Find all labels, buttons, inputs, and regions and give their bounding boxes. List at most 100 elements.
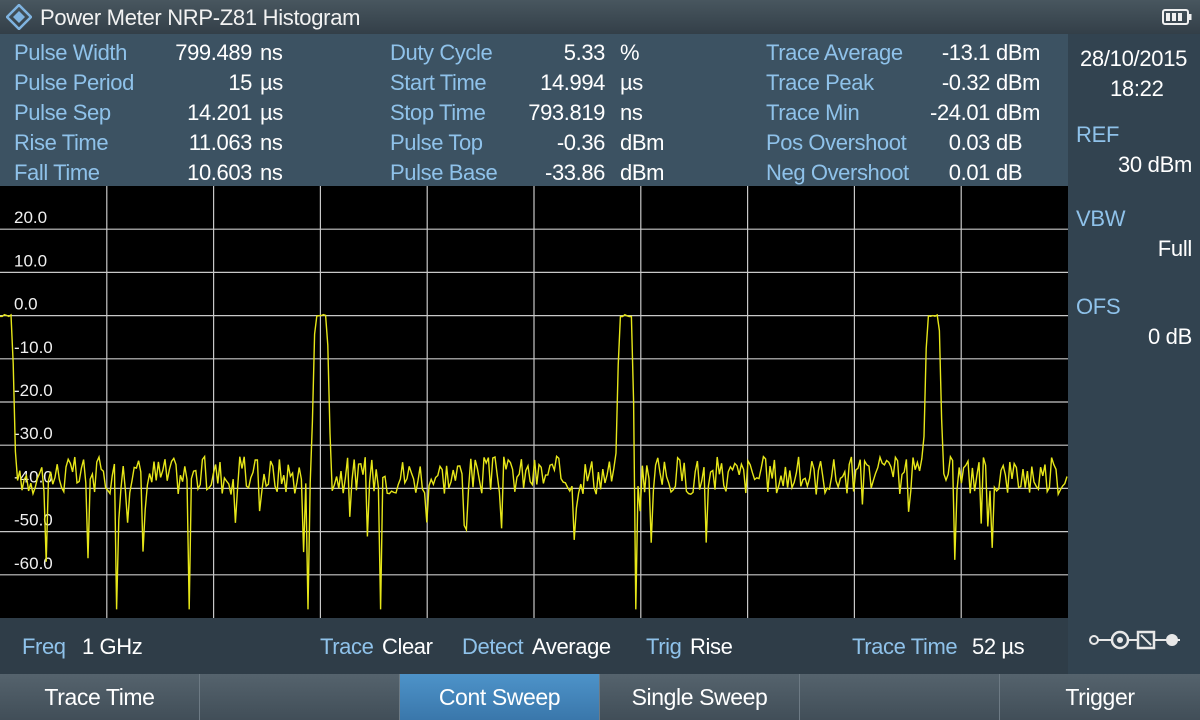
measurement-label: Trace Min: [766, 100, 860, 125]
softkey-bar: Trace Time Cont Sweep Single Sweep Trigg…: [0, 674, 1200, 720]
measurement-value: -0.36: [556, 130, 606, 155]
y-tick-label: -50.0: [14, 511, 53, 530]
status-bar: Freq 1 GHz Trace Clear Detect Average Tr…: [0, 618, 1068, 674]
measurement-unit: µs: [620, 70, 643, 95]
y-tick-label: -30.0: [14, 424, 53, 443]
trace-label: Trace: [320, 634, 374, 659]
measurement-label: Stop Time: [390, 100, 486, 125]
measurement-value: 0.01: [948, 160, 991, 185]
rohde-schwarz-logo-icon: [6, 4, 32, 30]
ofs-value: 0 dB: [1147, 324, 1192, 349]
measurement-unit: ns: [620, 100, 643, 125]
window-title: Power Meter NRP-Z81 Histogram: [40, 5, 361, 30]
measurement-panel: Pulse Width 799.489 ns Pulse Period 15 µ…: [0, 34, 1068, 186]
measurement-unit: ns: [260, 130, 283, 155]
measurement-pulse-period: Pulse Period 15 µs: [14, 67, 374, 97]
measurement-pulse-width: Pulse Width 799.489 ns: [14, 37, 374, 67]
softkey-cont-sweep[interactable]: Cont Sweep: [400, 674, 600, 720]
measurement-label: Rise Time: [14, 130, 109, 155]
measurement-neg-overshoot: Neg Overshoot 0.01 dB: [766, 157, 1066, 187]
measurement-unit: µs: [260, 70, 283, 95]
softkey-trace-time[interactable]: Trace Time: [0, 674, 200, 720]
y-tick-label: -10.0: [14, 338, 53, 357]
y-tick-label: 10.0: [14, 251, 47, 270]
measurement-label: Neg Overshoot: [766, 160, 909, 185]
y-tick-label: 20.0: [14, 208, 47, 227]
softkey-trigger[interactable]: Trigger: [1000, 674, 1200, 720]
detect-label: Detect: [462, 634, 524, 659]
measurement-unit: dB: [996, 130, 1023, 155]
measurement-value: 793.819: [528, 100, 605, 125]
measurement-pulse-base: Pulse Base -33.86 dBm: [390, 157, 750, 187]
measurement-unit: ns: [260, 160, 283, 185]
measurement-value: -24.01: [930, 100, 990, 125]
measurement-duty-cycle: Duty Cycle 5.33 %: [390, 37, 750, 67]
softkey-single-sweep[interactable]: Single Sweep: [600, 674, 800, 720]
measurement-value: 14.994: [540, 70, 605, 95]
measurement-trace-min: Trace Min -24.01 dBm: [766, 97, 1066, 127]
freq-label: Freq: [22, 634, 66, 659]
measurement-label: Pulse Sep: [14, 100, 111, 125]
y-axis-labels: 20.010.00.0-10.0-20.0-30.0-40.0-50.0-60.…: [14, 208, 53, 573]
date-readout: 28/10/2015: [1080, 46, 1188, 71]
measurement-label: Start Time: [390, 70, 487, 95]
measurement-unit: dBm: [620, 130, 665, 155]
grid: [0, 186, 1068, 618]
power-trace-line: [0, 313, 1068, 610]
measurement-value: 11.063: [188, 130, 253, 155]
measurement-start-time: Start Time 14.994 µs: [390, 67, 750, 97]
softkey-blank-2[interactable]: [800, 674, 1000, 720]
measurement-value: 10.603: [187, 160, 252, 185]
measurement-label: Trace Peak: [766, 70, 874, 95]
measurement-label: Pulse Top: [390, 130, 483, 155]
measurement-unit: µs: [260, 100, 283, 125]
measurement-unit: ns: [260, 40, 283, 65]
measurement-unit: dB: [996, 160, 1023, 185]
trace-time-value: 52 µs: [972, 634, 1025, 659]
time-readout: 18:22: [1110, 76, 1164, 101]
measurement-pulse-top: Pulse Top -0.36 dBm: [390, 127, 750, 157]
y-tick-label: -60.0: [14, 554, 53, 573]
measurement-label: Duty Cycle: [390, 40, 493, 65]
measurement-value: -33.86: [545, 160, 605, 185]
measurement-unit: dBm: [996, 70, 1041, 95]
trig-label: Trig: [646, 634, 682, 659]
measurement-label: Trace Average: [766, 40, 903, 65]
measurement-value: 14.201: [187, 100, 252, 125]
ref-label: REF: [1076, 122, 1120, 147]
measurement-trace-average: Trace Average -13.1 dBm: [766, 37, 1066, 67]
title-bar: Power Meter NRP-Z81 Histogram: [0, 0, 1200, 34]
vbw-label: VBW: [1076, 206, 1126, 231]
trig-value: Rise: [690, 634, 733, 659]
measurement-value: 15: [228, 70, 252, 95]
y-tick-label: -20.0: [14, 381, 53, 400]
measurement-stop-time: Stop Time 793.819 ns: [390, 97, 750, 127]
ref-value: 30 dBm: [1117, 152, 1192, 177]
softkey-blank-1[interactable]: [200, 674, 400, 720]
measurement-value: -13.1: [941, 40, 991, 65]
trace-plot-canvas: 20.010.00.0-10.0-20.0-30.0-40.0-50.0-60.…: [0, 186, 1068, 618]
freq-value: 1 GHz: [82, 634, 143, 659]
measurement-unit: dBm: [996, 40, 1041, 65]
measurement-label: Pos Overshoot: [766, 130, 907, 155]
measurement-value: 5.33: [563, 40, 606, 65]
measurement-unit: dBm: [996, 100, 1041, 125]
vbw-value: Full: [1157, 236, 1193, 261]
measurement-value: 799.489: [175, 40, 252, 65]
trace-time-label: Trace Time: [852, 634, 958, 659]
measurement-unit: dBm: [620, 160, 665, 185]
trace-value: Clear: [382, 634, 433, 659]
measurement-label: Pulse Width: [14, 40, 127, 65]
measurement-trace-peak: Trace Peak -0.32 dBm: [766, 67, 1066, 97]
y-tick-label: 0.0: [14, 295, 38, 314]
detect-value: Average: [532, 634, 611, 659]
side-panel: 28/10/2015 18:22 REF 30 dBm VBW Full OFS…: [1068, 34, 1200, 674]
measurement-rise-time: Rise Time 11.063 ns: [14, 127, 374, 157]
measurement-value: -0.32: [941, 70, 991, 95]
measurement-pulse-sep: Pulse Sep 14.201 µs: [14, 97, 374, 127]
measurement-fall-time: Fall Time 10.603 ns: [14, 157, 374, 187]
measurement-label: Fall Time: [14, 160, 100, 185]
measurement-pos-overshoot: Pos Overshoot 0.03 dB: [766, 127, 1066, 157]
measurement-value: 0.03: [948, 130, 991, 155]
battery-icon: [1162, 9, 1192, 25]
